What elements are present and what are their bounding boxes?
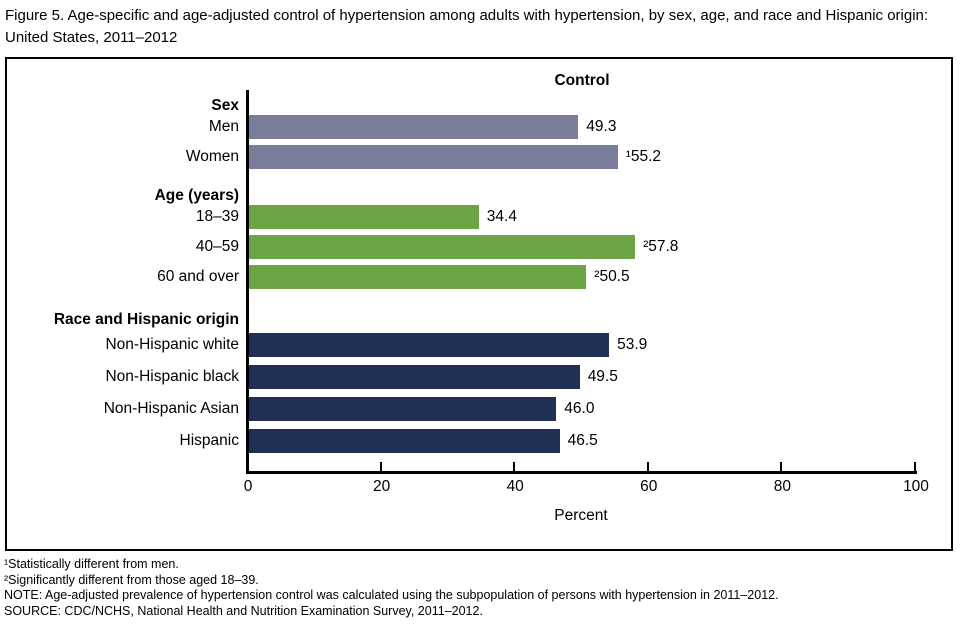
value-label-women: ¹55.2 <box>625 148 662 165</box>
category-label-40-59: 40–59 <box>195 238 239 255</box>
group-label-race-and-hispanic-origin: Race and Hispanic origin <box>53 311 239 328</box>
value-label-non-hispanic-white: 53.9 <box>617 336 648 353</box>
footnote-note: NOTE: Age-adjusted prevalence of hyperte… <box>4 588 779 602</box>
value-label-hispanic: 46.5 <box>567 432 598 449</box>
y-axis-line <box>246 90 249 474</box>
bar-non-hispanic-asian <box>249 397 557 421</box>
x-tick-80 <box>780 462 783 472</box>
category-label-women: Women <box>185 148 239 165</box>
x-tick-label-20: 20 <box>372 478 391 495</box>
group-label-sex: Sex <box>211 97 239 114</box>
x-tick-20 <box>379 462 382 472</box>
value-label-non-hispanic-black: 49.5 <box>587 368 618 385</box>
bar-men <box>249 115 579 139</box>
footnotes: ¹Statistically different from men. ²Sign… <box>4 557 956 619</box>
figure-title: Figure 5. Age-specific and age-adjusted … <box>5 7 929 46</box>
footnote-1: ¹Statistically different from men. <box>4 557 179 571</box>
category-label-hispanic: Hispanic <box>179 432 239 449</box>
bar-women <box>249 145 618 169</box>
category-label-non-hispanic-asian: Non-Hispanic Asian <box>103 400 239 417</box>
value-label-non-hispanic-asian: 46.0 <box>564 400 595 417</box>
value-label-60-and-over: ²50.5 <box>594 268 630 285</box>
bar-hispanic <box>249 429 560 453</box>
x-tick-label-80: 80 <box>773 478 792 495</box>
x-tick-label-100: 100 <box>903 478 929 495</box>
value-label-18-39: 34.4 <box>486 208 517 225</box>
category-label-non-hispanic-white: Non-Hispanic white <box>105 336 239 353</box>
bar-40-59 <box>249 235 636 259</box>
x-tick-60 <box>646 462 649 472</box>
category-label-18-39: 18–39 <box>195 208 239 225</box>
bar-60-and-over <box>249 265 587 289</box>
category-label-60-and-over: 60 and over <box>157 268 239 285</box>
value-label-men: 49.3 <box>586 118 617 135</box>
x-tick-label-40: 40 <box>506 478 524 495</box>
bar-18-39 <box>249 205 479 229</box>
footnote-source: SOURCE: CDC/NCHS, National Health and Nu… <box>4 603 483 618</box>
category-label-men: Men <box>208 118 239 135</box>
bar-non-hispanic-white <box>249 333 610 357</box>
x-tick-label-60: 60 <box>640 478 658 495</box>
group-label-age-years: Age (years) <box>154 187 239 204</box>
category-label-non-hispanic-black: Non-Hispanic black <box>105 368 239 385</box>
bar-non-hispanic-black <box>249 365 580 389</box>
footnote-2: ²Significantly different from those aged… <box>4 572 259 587</box>
x-axis-line <box>246 471 917 474</box>
x-tick-40 <box>513 462 516 472</box>
chart-frame: Control Sex Men 49.3 Women ¹55.2 Age (years) 1… <box>5 57 953 551</box>
chart-column-header: Control <box>554 72 610 89</box>
value-label-40-59: ²57.8 <box>643 238 679 255</box>
x-tick-label-0: 0 <box>243 478 253 495</box>
x-axis-title: Percent <box>554 507 608 524</box>
x-tick-100 <box>914 462 916 472</box>
